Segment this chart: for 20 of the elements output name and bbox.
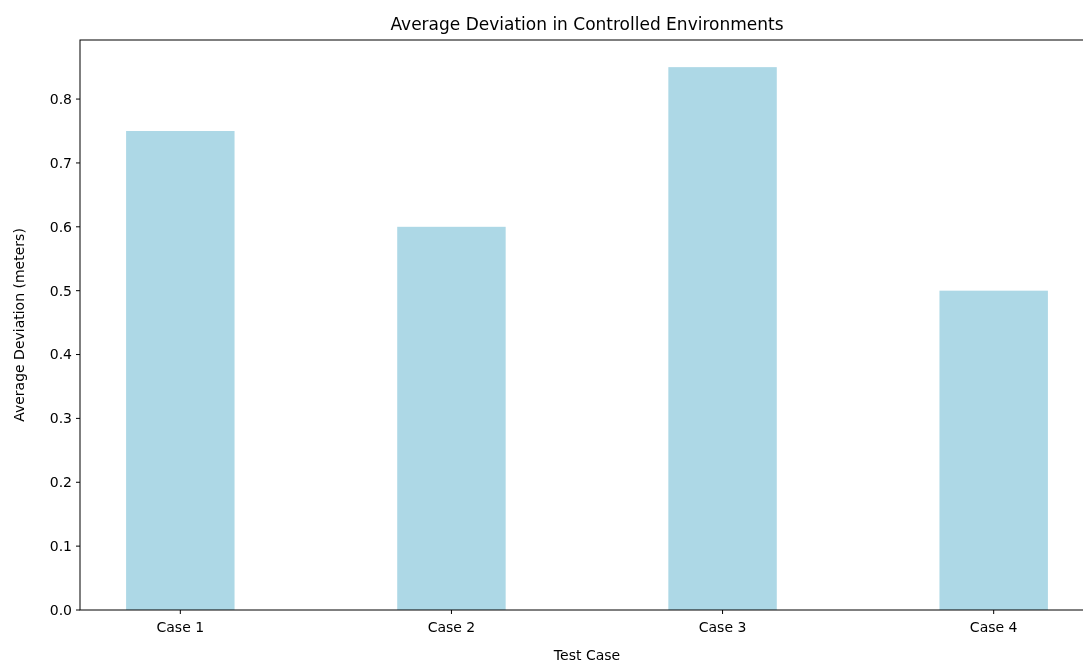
x-axis-title: Test Case [552,647,621,661]
bar [939,290,1048,610]
bar [668,67,777,610]
x-tick-label: Case 1 [156,619,205,635]
y-tick-label: 0.0 [49,601,72,618]
y-tick-label: 0.3 [49,410,72,427]
y-tick-label: 0.1 [49,538,72,555]
y-tick-label: 0.2 [49,474,72,491]
bar [397,226,506,610]
y-tick-label: 0.8 [49,90,72,107]
y-axis-title: Average Deviation (meters) [11,228,27,422]
y-tick-label: 0.4 [49,346,73,363]
x-tick-label: Case 4 [969,619,1018,635]
y-tick-label: 0.6 [49,218,73,235]
x-tick-label: Case 3 [698,619,747,635]
x-tick-label: Case 2 [427,619,476,635]
bar [126,131,235,610]
y-tick-label: 0.5 [49,282,72,299]
y-tick-label: 0.7 [49,154,72,171]
chart-title: Average Deviation in Controlled Environments [390,14,784,34]
